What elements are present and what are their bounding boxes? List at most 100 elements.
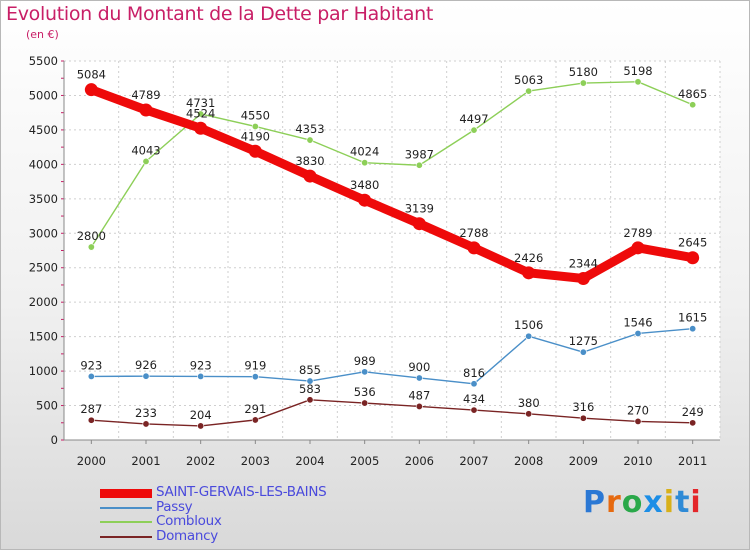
y-tick-label: 4000 <box>29 157 58 171</box>
y-tick-label: 2000 <box>29 295 58 309</box>
data-point <box>634 78 642 86</box>
data-label: 989 <box>354 354 376 368</box>
data-point <box>142 420 150 428</box>
data-point <box>84 83 98 97</box>
data-label: 4865 <box>678 87 707 101</box>
data-point <box>139 103 153 117</box>
legend-swatch <box>100 521 152 523</box>
data-point <box>194 121 208 135</box>
x-tick-label: 2008 <box>514 454 543 468</box>
x-tick-label: 2004 <box>295 454 324 468</box>
data-point <box>251 373 259 381</box>
data-point <box>361 159 369 167</box>
data-label: 4524 <box>186 106 215 120</box>
data-label: 3139 <box>405 202 434 216</box>
data-label: 1506 <box>514 318 543 332</box>
x-tick-label: 2002 <box>186 454 215 468</box>
x-tick-label: 2005 <box>350 454 379 468</box>
data-label: 1275 <box>569 334 598 348</box>
data-point <box>470 126 478 134</box>
y-tick-label: 5500 <box>29 54 58 68</box>
data-label: 1615 <box>678 311 707 325</box>
y-tick-label: 3500 <box>29 192 58 206</box>
data-label: 487 <box>408 388 430 402</box>
data-label: 536 <box>354 385 376 399</box>
data-point <box>579 414 587 422</box>
data-label: 316 <box>572 400 594 414</box>
data-label: 233 <box>135 406 157 420</box>
legend-item: Passy <box>100 499 380 515</box>
data-point <box>686 251 700 265</box>
data-label: 855 <box>299 363 321 377</box>
x-tick-label: 2007 <box>459 454 488 468</box>
y-tick-label: 2500 <box>29 261 58 275</box>
data-point <box>522 266 536 280</box>
data-label: 926 <box>135 358 157 372</box>
data-label: 923 <box>190 358 212 372</box>
y-tick-label: 0 <box>51 433 58 447</box>
data-label: 4190 <box>241 129 270 143</box>
data-point <box>303 169 317 183</box>
data-point <box>142 157 150 165</box>
legend-item: Combloux <box>100 513 380 529</box>
data-label: 583 <box>299 382 321 396</box>
data-label: 1546 <box>623 315 652 329</box>
data-label: 2788 <box>459 226 488 240</box>
data-label: 919 <box>244 359 266 373</box>
legend-swatch <box>100 506 152 509</box>
data-label: 2789 <box>623 226 652 240</box>
data-label: 270 <box>627 403 649 417</box>
data-point <box>361 368 369 376</box>
data-point <box>87 372 95 380</box>
data-point <box>251 122 259 130</box>
y-tick-label: 4500 <box>29 123 58 137</box>
data-label: 4043 <box>131 143 160 157</box>
data-point <box>470 380 478 388</box>
data-label: 249 <box>682 405 704 419</box>
data-label: 5063 <box>514 73 543 87</box>
data-point <box>251 416 259 424</box>
data-point <box>689 419 697 427</box>
data-label: 5084 <box>77 68 106 82</box>
data-label: 287 <box>80 402 102 416</box>
data-point <box>634 417 642 425</box>
x-tick-label: 2001 <box>131 454 160 468</box>
data-label: 2645 <box>678 236 707 250</box>
data-point <box>248 144 262 158</box>
data-label: 291 <box>244 402 266 416</box>
data-point <box>415 374 423 382</box>
proxiti-logo: Proxiti <box>583 485 702 520</box>
data-point <box>415 402 423 410</box>
data-label: 4353 <box>295 122 324 136</box>
x-tick-label: 2003 <box>241 454 270 468</box>
legend-item: SAINT-GERVAIS-LES-BAINS <box>100 484 380 500</box>
data-point <box>361 399 369 407</box>
data-point <box>467 241 481 255</box>
data-label: 5180 <box>569 65 598 79</box>
chart-subtitle: (en €) <box>26 28 59 41</box>
data-point <box>358 193 372 207</box>
x-tick-label: 2009 <box>569 454 598 468</box>
data-label: 4789 <box>131 88 160 102</box>
x-tick-label: 2006 <box>405 454 434 468</box>
data-point <box>87 416 95 424</box>
x-tick-label: 2011 <box>678 454 707 468</box>
data-point <box>525 87 533 95</box>
data-label: 204 <box>190 408 212 422</box>
data-label: 434 <box>463 392 485 406</box>
data-point <box>579 79 587 87</box>
chart-title: Evolution du Montant de la Dette par Hab… <box>6 3 434 25</box>
data-label: 816 <box>463 366 485 380</box>
data-label: 923 <box>80 358 102 372</box>
y-tick-label: 1500 <box>29 330 58 344</box>
data-point <box>634 329 642 337</box>
data-point <box>576 271 590 285</box>
y-tick-label: 1000 <box>29 364 58 378</box>
data-label: 4024 <box>350 145 379 159</box>
legend-swatch <box>100 489 152 498</box>
x-tick-label: 2000 <box>77 454 106 468</box>
data-label: 3480 <box>350 178 379 192</box>
series-line <box>86 85 698 283</box>
data-point <box>306 377 314 385</box>
